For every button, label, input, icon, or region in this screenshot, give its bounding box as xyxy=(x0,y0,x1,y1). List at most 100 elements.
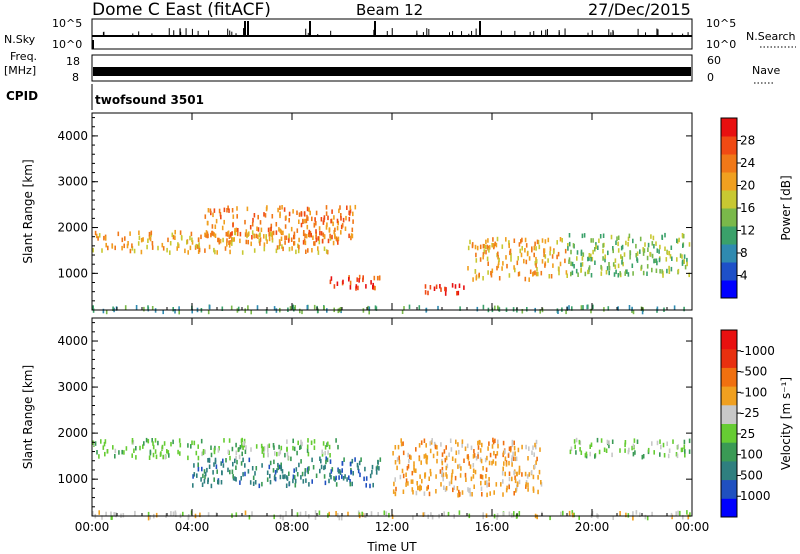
velocity-echo-cell xyxy=(267,452,269,458)
velocity-echo-cell xyxy=(660,444,662,450)
power-echo-cell xyxy=(540,270,543,276)
power-echo-cell xyxy=(662,273,664,278)
velocity-colorbar-tick-label: 500 xyxy=(740,468,763,482)
velocity-echo-cell xyxy=(143,441,145,446)
velocity-echo-cell xyxy=(512,456,515,461)
velocity-echo-cell xyxy=(300,439,302,445)
velocity-echo-cell xyxy=(578,515,580,520)
power-echo-cell xyxy=(647,247,649,252)
power-echo-cell xyxy=(297,248,300,254)
velocity-echo-cell xyxy=(443,511,445,516)
velocity-echo-cell xyxy=(457,464,459,469)
power-echo-cell xyxy=(184,248,186,254)
power-echo-cell xyxy=(492,237,494,242)
power-echo-cell xyxy=(651,241,654,246)
power-echo-cell xyxy=(580,305,583,310)
power-echo-cell xyxy=(103,235,105,241)
velocity-echo-cell xyxy=(262,446,265,452)
velocity-echo-cell xyxy=(313,439,316,444)
power-echo-cell xyxy=(604,257,606,263)
velocity-echo-cell xyxy=(304,511,307,516)
power-colorbar-segment xyxy=(721,136,737,155)
velocity-echo-cell xyxy=(159,452,162,457)
velocity-echo-cell xyxy=(328,444,331,450)
power-echo-cell xyxy=(275,248,278,254)
velocity-echo-cell xyxy=(112,445,114,450)
velocity-echo-cell xyxy=(632,516,634,521)
velocity-echo-cell xyxy=(415,490,418,496)
power-echo-cell xyxy=(151,245,154,250)
velocity-echo-cell xyxy=(239,480,241,485)
power-echo-cell xyxy=(214,233,217,238)
power-echo-cell xyxy=(302,231,305,237)
velocity-echo-cell xyxy=(214,459,217,465)
velocity-echo-cell xyxy=(314,510,317,515)
velocity-echo-cell xyxy=(515,471,518,477)
velocity-colorbar-segment xyxy=(721,442,737,462)
velocity-echo-cell xyxy=(458,449,460,455)
power-echo-cell xyxy=(244,219,246,225)
velocity-echo-cell xyxy=(458,463,461,469)
power-echo-cell xyxy=(181,236,183,241)
power-echo-cell xyxy=(354,204,357,210)
power-echo-cell xyxy=(162,246,165,251)
power-echo-cell xyxy=(373,275,376,281)
power-echo-cell xyxy=(584,271,587,277)
power-echo-cell xyxy=(534,270,536,275)
power-echo-cell xyxy=(351,227,354,233)
power-echo-cell xyxy=(253,233,256,239)
power-echo-cell xyxy=(594,260,596,265)
velocity-echo-cell xyxy=(170,511,172,516)
power-echo-cell xyxy=(497,260,500,265)
velocity-echo-cell xyxy=(172,439,174,445)
velocity-echo-cell xyxy=(213,477,215,482)
power-echo-cell xyxy=(642,247,644,252)
power-echo-cell xyxy=(331,234,333,240)
velocity-echo-cell xyxy=(401,468,404,474)
power-echo-cell xyxy=(190,231,193,237)
velocity-echo-cell xyxy=(208,464,211,469)
velocity-echo-cell xyxy=(511,439,514,445)
velocity-echo-cell xyxy=(192,483,194,488)
velocity-echo-cell xyxy=(341,461,344,466)
power-echo-cell xyxy=(233,237,235,242)
velocity-echo-cell xyxy=(383,510,386,515)
power-echo-cell xyxy=(570,249,572,255)
power-echo-cell xyxy=(259,237,262,242)
velocity-echo-cell xyxy=(145,437,148,443)
velocity-echo-cell xyxy=(562,510,564,516)
velocity-echo-cell xyxy=(278,444,280,450)
power-echo-cell xyxy=(226,242,228,247)
velocity-echo-cell xyxy=(573,439,576,444)
velocity-echo-cell xyxy=(513,470,515,476)
power-echo-cell xyxy=(234,230,237,236)
velocity-echo-cell xyxy=(651,511,653,517)
velocity-echo-cell xyxy=(405,482,407,487)
velocity-echo-cell xyxy=(294,483,297,488)
power-echo-cell xyxy=(218,208,221,214)
power-echo-cell xyxy=(313,241,315,246)
power-echo-cell xyxy=(632,238,634,244)
velocity-echo-cell xyxy=(243,441,245,446)
velocity-echo-cell xyxy=(300,459,302,464)
velocity-echo-cell xyxy=(422,512,425,517)
power-echo-cell xyxy=(475,252,477,258)
power-echo-cell xyxy=(590,257,592,262)
velocity-echo-cell xyxy=(514,451,516,456)
power-echo-cell xyxy=(204,232,206,238)
power-echo-cell xyxy=(620,245,623,251)
power-echo-cell xyxy=(570,271,572,277)
velocity-echo-cell xyxy=(307,469,309,475)
power-echo-cell xyxy=(484,244,487,250)
power-echo-cell xyxy=(502,261,504,266)
power-echo-cell xyxy=(613,272,616,277)
power-echo-cell xyxy=(258,232,261,238)
velocity-colorbar-segment xyxy=(721,404,737,424)
velocity-echo-cell xyxy=(455,439,457,445)
power-echo-cell xyxy=(372,282,374,288)
power-echo-cell xyxy=(329,233,331,239)
velocity-echo-cell xyxy=(232,461,234,467)
velocity-echo-cell xyxy=(603,447,606,452)
velocity-echo-cell xyxy=(536,514,538,520)
velocity-echo-cell xyxy=(98,454,100,459)
